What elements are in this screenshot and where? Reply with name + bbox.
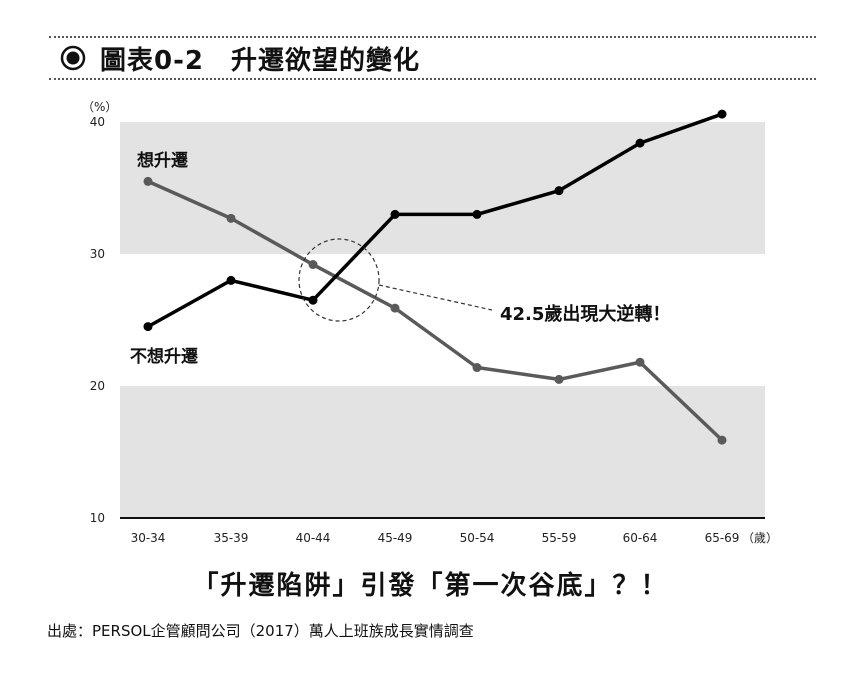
top-dotted-rule <box>49 36 816 38</box>
annotation-text: 42.5歲出現大逆轉！ <box>500 303 670 325</box>
y-tick-label: 40 <box>90 115 105 129</box>
x-axis-unit: （歲） <box>742 531 778 545</box>
shaded-bands <box>120 122 765 518</box>
series-line-not-want <box>147 179 724 442</box>
data-point-not-want <box>717 435 727 445</box>
y-tick-labels: 10 20 30 40 <box>90 115 105 525</box>
data-point-want <box>717 109 727 119</box>
shaded-band <box>120 122 765 254</box>
data-point-want <box>472 209 482 219</box>
chart-heading: 圖表0-2 升遷欲望的變化 <box>60 42 420 76</box>
data-point-want <box>635 138 645 148</box>
data-point-not-want <box>226 213 236 223</box>
data-point-want <box>308 295 318 305</box>
data-point-not-want <box>635 357 645 367</box>
y-tick-label: 20 <box>90 379 105 393</box>
data-point-want <box>554 186 564 196</box>
x-tick-labels: 30-34 35-39 40-44 45-49 50-54 55-59 60-64 65-69… <box>131 531 778 545</box>
data-point-want <box>390 209 400 219</box>
data-point-want <box>143 322 153 332</box>
x-tick-label: 60-64 <box>623 531 658 545</box>
series-label-not-want: 不想升遷 <box>130 346 198 367</box>
chart-subtitle: 「升遷陷阱」引發「第一次谷底」？！ <box>192 571 669 601</box>
reversal-circle <box>298 238 380 322</box>
reversal-annotation: 42.5歲出現大逆轉！ <box>298 238 670 325</box>
series-line-want <box>147 112 723 329</box>
y-tick-label: 10 <box>90 511 105 525</box>
series-label-want: 想升遷 <box>137 150 188 171</box>
series-group <box>143 109 727 445</box>
y-tick-label: 30 <box>90 247 105 261</box>
annotation-leader-line <box>378 284 493 311</box>
x-tick-label: 65-69 <box>705 531 740 545</box>
circle-bullet-icon <box>60 45 86 71</box>
x-tick-label: 55-59 <box>542 531 577 545</box>
data-point-not-want <box>143 176 153 186</box>
x-tick-label: 40-44 <box>296 531 331 545</box>
bottom-dotted-rule <box>49 78 816 80</box>
shaded-band <box>120 386 765 518</box>
x-tick-label: 35-39 <box>214 531 249 545</box>
source-note: 出處：PERSOL企管顧問公司（2017）萬人上班族成長實情調查 <box>47 622 474 640</box>
data-point-not-want <box>472 363 482 373</box>
data-point-want <box>226 275 236 285</box>
line-chart: （%） 10 20 30 40 30-34 35-39 40-44 45-49 50-54 55… <box>82 100 778 545</box>
data-point-not-want <box>554 374 564 384</box>
x-tick-label: 30-34 <box>131 531 166 545</box>
data-point-not-want <box>308 260 318 270</box>
data-point-not-want <box>390 303 400 313</box>
chart-title: 圖表0-2 升遷欲望的變化 <box>100 45 420 76</box>
y-axis-unit: （%） <box>82 100 117 114</box>
x-tick-label: 45-49 <box>378 531 413 545</box>
x-tick-label: 50-54 <box>460 531 495 545</box>
